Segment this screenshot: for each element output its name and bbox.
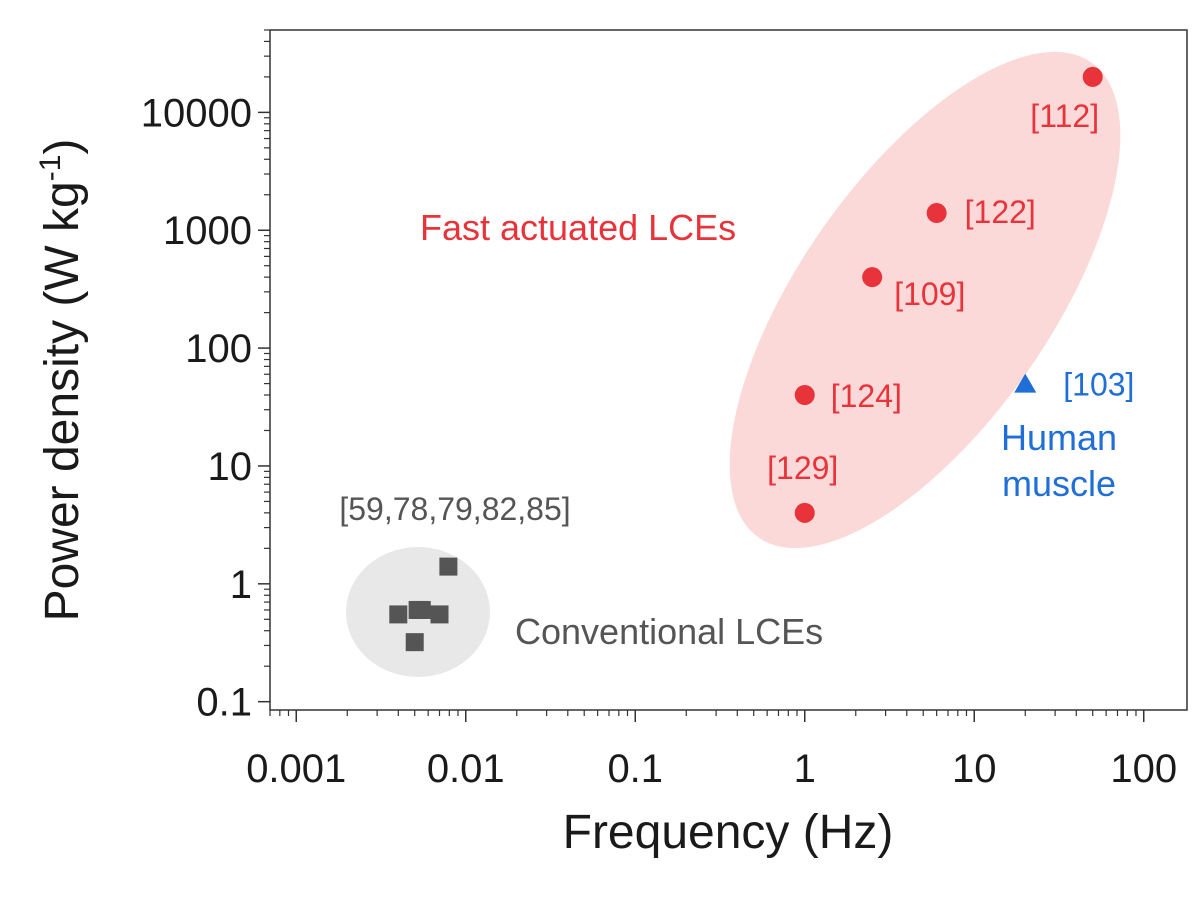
data-points: [112] [122] [109] [124] [129] [103] (389, 66, 1134, 652)
fast-lce-point (926, 203, 947, 224)
y-axis-title-main: Power density (W kg (36, 181, 89, 621)
fast-actuated-lces-region (729, 51, 1121, 549)
fast-lce-point (794, 385, 815, 406)
reference-label: [112] (1030, 98, 1099, 134)
x-tick-label: 10 (952, 747, 997, 791)
conventional-lce-point (405, 633, 424, 652)
conventional-lce-point (412, 600, 431, 619)
x-axis-title: Frequency (Hz) (563, 806, 894, 859)
x-tick-label: 0.01 (427, 747, 505, 791)
x-tick-label: 1 (794, 747, 816, 791)
y-axis-title-superscript: -1 (34, 155, 67, 182)
fast-lce-point (1082, 66, 1103, 87)
axis-ticks (258, 29, 1145, 722)
x-tick-label: 0.1 (607, 747, 663, 791)
y-axis-title: Power density (W kg-1) (34, 139, 89, 622)
human-muscle-label-line2: muscle (1002, 463, 1116, 504)
y-tick-label: 10000 (141, 91, 252, 135)
conventional-refs-label: [59,78,79,82,85] (339, 491, 570, 527)
conventional-lce-point (439, 557, 458, 576)
fast-actuated-lces-label: Fast actuated LCEs (420, 207, 736, 248)
y-tick-label: 100 (185, 327, 252, 371)
conventional-lces-label: Conventional LCEs (515, 611, 823, 652)
human-muscle-label-line1: Human (1001, 417, 1117, 458)
reference-label: [124] (831, 378, 902, 414)
y-tick-label: 1 (230, 563, 252, 607)
reference-label: [122] (965, 194, 1036, 230)
conventional-lce-point (389, 605, 408, 624)
x-tick-label: 100 (1110, 747, 1177, 791)
reference-label: [103] (1063, 367, 1134, 403)
reference-label: [129] (767, 450, 838, 486)
y-axis-title-close: ) (36, 139, 89, 155)
reference-label: [109] (894, 276, 965, 312)
fast-lce-point (862, 267, 883, 288)
y-tick-label: 0.1 (196, 681, 252, 725)
x-tick-label: 0.001 (246, 747, 346, 791)
y-tick-label: 1000 (163, 209, 252, 253)
y-tick-label: 10 (208, 445, 253, 489)
conventional-lce-point (430, 605, 449, 624)
human-muscle-point (1014, 373, 1037, 393)
axis-tick-labels: 0.001 0.01 0.1 1 10 100 0.1 1 10 100 1000 10000 (141, 91, 1177, 791)
plot-frame (269, 29, 1188, 711)
fast-lce-point (794, 502, 815, 523)
